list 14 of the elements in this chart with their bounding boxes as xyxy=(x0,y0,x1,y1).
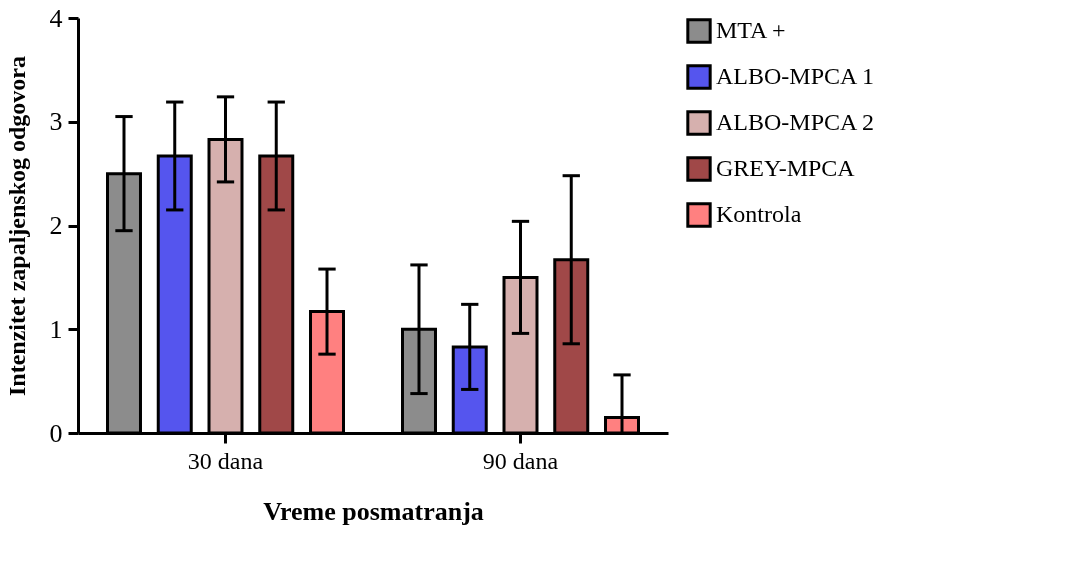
y-axis-title: Intenzitet zapaljenskog odgovora xyxy=(3,56,30,396)
y-tick-label: 0 xyxy=(49,418,63,448)
y-tick-label: 2 xyxy=(49,211,63,240)
y-tick-label: 4 xyxy=(49,3,63,33)
legend-label: ALBO-MPCA 1 xyxy=(716,63,875,89)
legend-label: Kontrola xyxy=(716,201,802,227)
y-tick-label: 3 xyxy=(49,107,63,137)
x-axis-title: Vreme posmatranja xyxy=(263,496,484,526)
legend-label: GREY-MPCA xyxy=(716,155,856,181)
x-tick-label: 90 dana xyxy=(482,447,559,474)
x-tick-label: 30 dana xyxy=(187,447,264,474)
legend-label: MTA + xyxy=(716,17,786,43)
legend-label: ALBO-MPCA 2 xyxy=(716,109,875,135)
y-tick-label: 1 xyxy=(49,314,63,344)
